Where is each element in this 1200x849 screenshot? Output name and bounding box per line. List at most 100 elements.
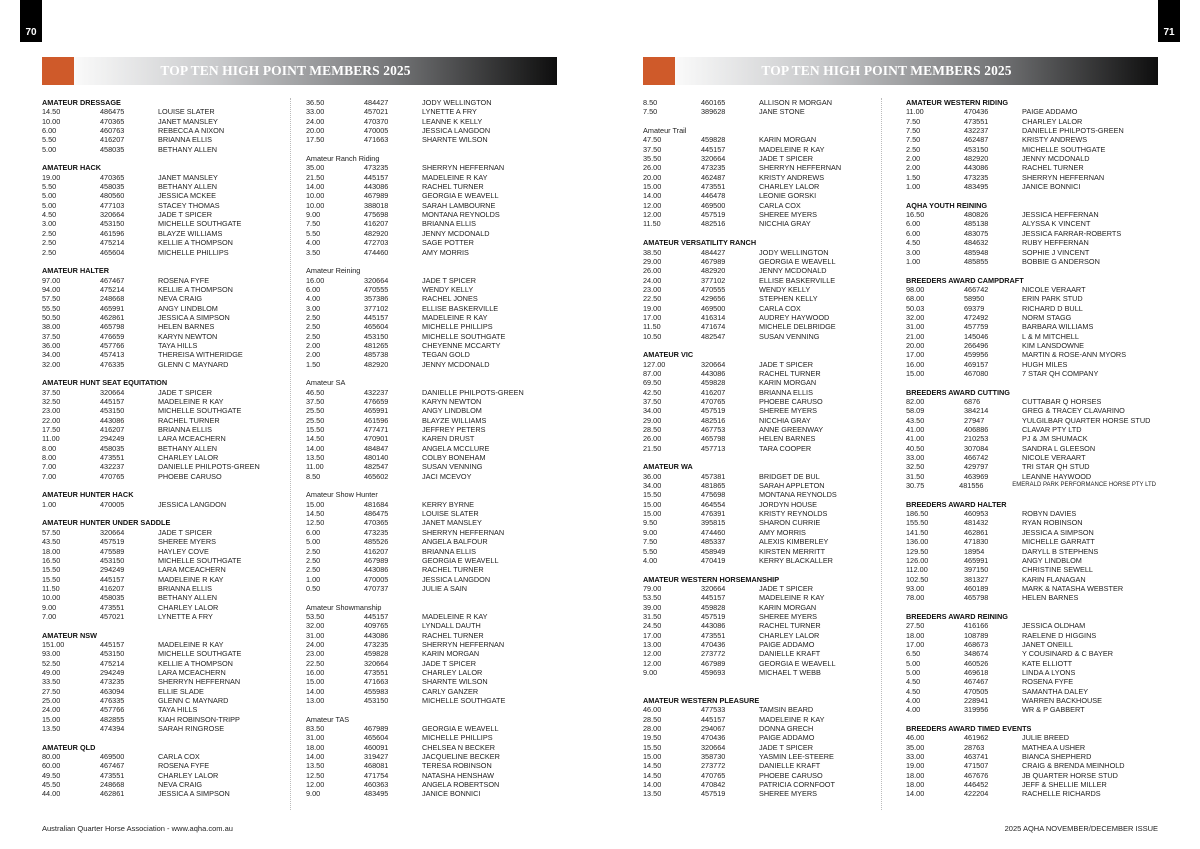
member-id: 462487 [964,135,989,145]
member-id: 443086 [701,621,726,631]
member-name: JULIE BREED [1022,733,1070,743]
result-row: 6.00 460763 REBECCA A NIXON [42,126,292,135]
member-name: MADELEINE R KAY [759,593,825,603]
points: 14.00 [306,752,325,762]
points: 49.50 [42,770,61,780]
points: 21.00 [906,331,925,341]
member-id: 475589 [100,546,125,556]
member-name: ELLIE SLADE [158,686,204,696]
member-name: KERRY BLACKALLER [759,555,833,565]
member-id: 416166 [964,621,989,631]
member-id: 470901 [364,434,389,444]
result-row: 27.50 463094 ELLIE SLADE [42,687,292,696]
member-name: MICHELLE SOUTHGATE [158,649,242,659]
result-row: 14.00 455983 CARLY GANZER [306,687,556,696]
result-row: 6.00 470555 WENDY KELLY [306,285,556,294]
points: 38.00 [42,322,61,332]
points: 9.00 [306,210,321,220]
member-name: ELLISE BASKERVILLE [759,275,836,285]
result-row: 33.00 463741 BIANCA SHEPHERD [906,752,1156,761]
points: 34.00 [643,406,662,416]
result-row: 37.50 320664 JADE T SPICER [42,388,292,397]
member-id: 477471 [364,425,389,435]
result-row: 26.00 482920 JENNY MCDONALD [643,266,893,275]
section-title: AMATEUR HALTER [42,266,110,276]
result-row: 22.00 443086 RACHEL TURNER [42,416,292,425]
result-row: 9.00 475698 MONTANA REYNOLDS [306,210,556,219]
results-column-2: 36.50 484427 JODY WELLINGTON 33.00 457021 LYN… [306,98,556,808]
member-name: CHARLEY LALOR [1022,116,1083,126]
results-section: Amateur Reining 16.00 320664 JADE T SPICER 6… [306,266,556,369]
result-row: 7.00 457021 LYNETTE A FRY [42,612,292,621]
member-id: 485337 [701,537,726,547]
points: 16.00 [306,667,325,677]
results-section: BREEDERS AWARD TIMED EVENTS 46.00 461962 JU… [906,724,1156,799]
points: 7.50 [306,219,321,229]
result-row: 4.00 470419 KERRY BLACKALLER [643,556,893,565]
result-row: 15.00 358730 YASMIN LEE-STEERE [643,752,893,761]
points: 2.50 [306,331,321,341]
member-id: 467676 [964,770,989,780]
member-id: 248668 [100,294,125,304]
points: 126.00 [906,555,929,565]
member-name: MADELEINE R KAY [759,714,825,724]
member-id: 473551 [701,182,726,192]
member-id: 459828 [701,135,726,145]
result-row: 28.00 294067 DONNA GRECH [643,724,893,733]
results-section: AMATEUR NSW 151.00 445157 MADELEINE R KAY 93… [42,631,292,734]
points: 8.50 [643,98,658,107]
points: 7.50 [643,107,658,117]
member-name: MARTIN & ROSE-ANN MYORS [1022,350,1127,360]
member-id: 27947 [964,415,985,425]
points: 45.50 [42,780,61,790]
member-name: PAIGE ADDAMO [1022,107,1078,117]
member-id: 446478 [701,191,726,201]
points: 57.50 [42,294,61,304]
points: 31.00 [306,733,325,743]
member-name: PAIGE ADDAMO [759,639,815,649]
result-row: 46.50 432237 DANIELLE PHILPOTS-GREEN [306,388,556,397]
result-row: 60.00 467467 ROSENA FYFE [42,761,292,770]
points: 12.50 [306,518,325,528]
member-id: 459828 [364,649,389,659]
member-id: 458949 [701,546,726,556]
points: 23.00 [643,284,662,294]
member-name: HELEN BARNES [158,322,215,332]
result-row: 2.00 485738 TEGAN GOLD [306,350,556,359]
points: 14.50 [643,770,662,780]
result-row: 11.50 482516 NICCHIA GRAY [643,219,893,228]
points: 38.50 [643,247,662,257]
member-name: AMY MORRIS [422,247,469,257]
results-section: AMATEUR HACK 19.00 470365 JANET MANSLEY 5.50… [42,163,292,256]
member-name: ROSENA FYFE [1022,677,1074,687]
points: 102.50 [906,574,929,584]
points: 31.50 [643,611,662,621]
section-title: BREEDERS AWARD HALTER [906,499,1007,509]
member-id: 461596 [364,415,389,425]
member-name: LYNETTE A FRY [158,611,213,621]
member-name: JODY WELLINGTON [422,98,492,107]
member-id: 471754 [364,770,389,780]
member-name: GEORGIA E WEAVELL [422,724,499,734]
section-title: AMATEUR DRESSAGE [42,98,121,107]
member-id: 460763 [100,126,125,136]
member-id: 446452 [964,780,989,790]
result-row: 5.50 416207 BRIANNA ELLIS [42,135,292,144]
points: 20.00 [643,172,662,182]
member-name: PHOEBE CARUSO [759,770,823,780]
member-name: JESSICA LANGDON [422,574,491,584]
result-row: 20.00 266496 KIM LANSDOWNE [906,341,1156,350]
member-id: 484632 [964,238,989,248]
member-name: JESSICA A SIMPSON [1022,527,1094,537]
result-row: 19.00 469500 CARLA COX [643,304,893,313]
result-row: 151.00 445157 MADELEINE R KAY [42,640,292,649]
member-id: 443086 [364,565,389,575]
points: 10.00 [306,200,325,210]
points: 16.50 [42,555,61,565]
member-id: 467467 [100,275,125,285]
points: 3.00 [42,219,57,229]
member-id: 482920 [964,154,989,164]
member-id: 460953 [964,509,989,519]
result-row: 4.00 228941 WARREN BACKHOUSE [906,696,1156,705]
points: 35.00 [906,742,925,752]
